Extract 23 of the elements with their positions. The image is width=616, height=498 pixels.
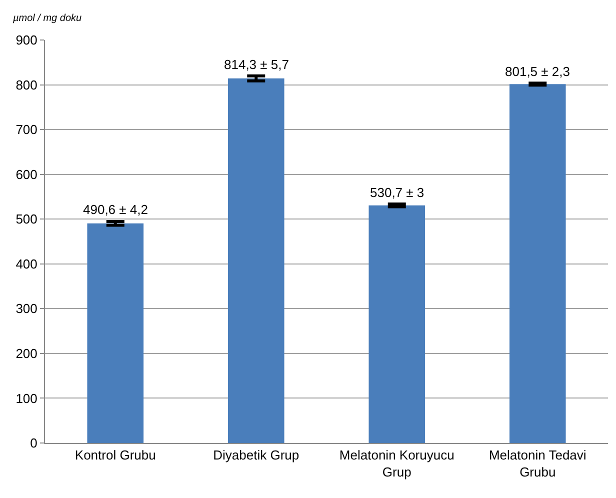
x-tick-label: Kontrol Grubu xyxy=(74,448,156,463)
y-tick-label: 400 xyxy=(16,256,38,272)
y-tick-label: 300 xyxy=(16,301,38,316)
y-tick-label: 900 xyxy=(16,32,38,48)
data-label: 490,6 ± 4,2 xyxy=(83,202,148,217)
y-tick-label: 100 xyxy=(16,390,38,406)
y-tick-label: 200 xyxy=(16,346,38,361)
x-tick-label: Melatonin Koruyucu Grup xyxy=(339,448,454,480)
bar xyxy=(228,78,284,443)
bar xyxy=(87,223,144,443)
bar xyxy=(368,205,426,443)
x-tick-label: Melatonin Tedavi Grubu xyxy=(488,448,586,480)
y-tick-label: 0 xyxy=(30,436,38,451)
bar xyxy=(509,84,566,443)
y-tick-label: 500 xyxy=(16,212,38,227)
data-label: 801,5 ± 2,3 xyxy=(505,64,570,79)
y-tick-label: 700 xyxy=(16,122,38,138)
y-tick-label: 600 xyxy=(16,166,38,182)
y-axis-title: µmol / mg doku xyxy=(13,13,82,24)
data-label: 530,7 ± 3 xyxy=(370,185,424,200)
data-label: 814,3 ± 5,7 xyxy=(224,57,289,72)
x-tick-label: Diyabetik Grup xyxy=(213,448,300,463)
y-tick-label: 800 xyxy=(16,77,38,92)
